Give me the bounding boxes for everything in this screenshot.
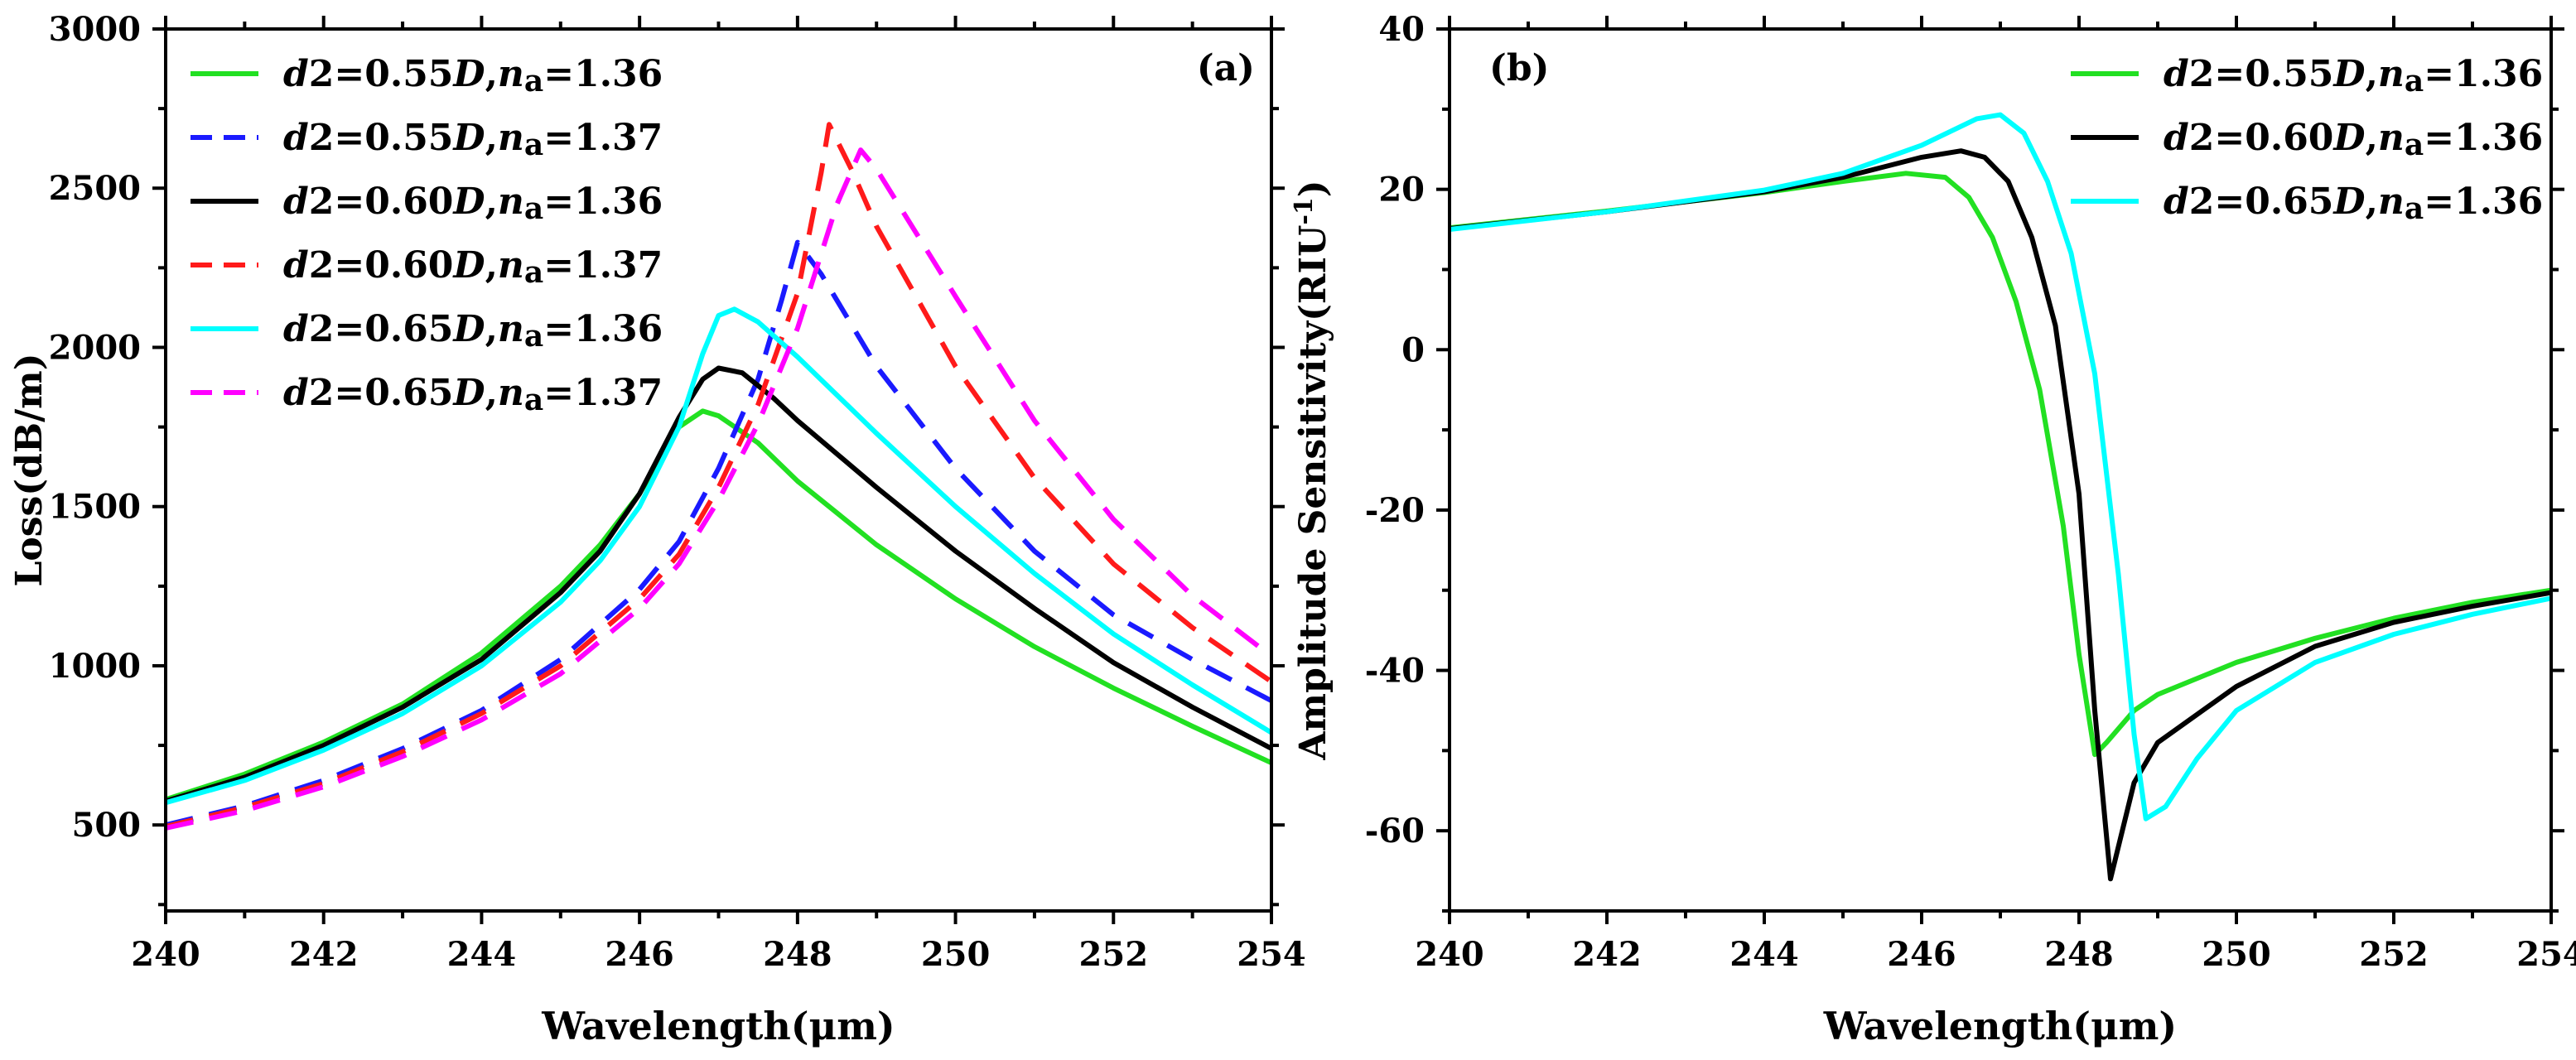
legend-entry: d2=0.65D,na=1.37 [283, 372, 663, 417]
series-line-1 [166, 408, 1271, 802]
x-tick-label: 240 [1415, 935, 1484, 974]
x-axis-label: Wavelength(μm) [541, 1004, 895, 1048]
x-tick-label: 244 [447, 935, 517, 974]
panel-label: (b) [1489, 47, 1549, 89]
series-line-6 [166, 147, 1271, 831]
y-tick-label: 1500 [49, 488, 141, 527]
x-tick-label: 254 [1237, 935, 1306, 974]
y-tick-label: 500 [72, 806, 142, 845]
y-tick-label: 40 [1378, 10, 1425, 49]
x-tick-label: 242 [1572, 935, 1642, 974]
x-axis-label: Wavelength(μm) [1823, 1004, 2177, 1048]
legend-entry: d2=0.60D,na=1.36 [283, 181, 663, 226]
x-tick-label: 248 [763, 935, 832, 974]
y-tick-label: 20 [1378, 171, 1425, 210]
y-tick-label: 3000 [49, 10, 141, 49]
x-tick-label: 252 [2359, 935, 2429, 974]
y-tick-label: 2000 [49, 328, 141, 367]
series-line-2 [1450, 148, 2551, 882]
x-tick-label: 244 [1729, 935, 1799, 974]
x-tick-label: 246 [605, 935, 674, 974]
panel-label: (a) [1197, 47, 1255, 89]
series-line-5 [166, 306, 1271, 806]
legend-entry: d2=0.60D,na=1.37 [283, 244, 663, 290]
legend-entry: d2=0.55D,na=1.37 [283, 117, 663, 162]
legend-entry: d2=0.65D,na=1.36 [2164, 181, 2543, 226]
y-tick-label: 1000 [49, 647, 141, 686]
x-tick-label: 240 [131, 935, 200, 974]
x-tick-label: 242 [289, 935, 359, 974]
y-tick-label: 2500 [49, 169, 141, 208]
legend-entry: d2=0.55D,na=1.36 [283, 53, 663, 99]
x-tick-label: 252 [1079, 935, 1149, 974]
legend-entry: d2=0.65D,na=1.36 [283, 308, 663, 354]
y-axis-label: Loss(dB/m) [8, 353, 51, 586]
panel-a: 240 242 244 246 248 250 252 254 500 1000 1500 2000 2… [8, 10, 1306, 1048]
series-line-4 [166, 122, 1271, 830]
series-line-2 [166, 239, 1271, 828]
series-line-3 [166, 365, 1271, 804]
y-axis-label: Amplitude Sensitivity(RIU-1) [1290, 180, 1334, 760]
legend-entry: d2=0.55D,na=1.36 [2164, 53, 2543, 99]
series-line-3 [1450, 112, 2551, 822]
x-tick-label: 254 [2516, 935, 2576, 974]
y-tick-label: -60 [1365, 812, 1425, 850]
x-tick-label: 248 [2044, 935, 2114, 974]
x-tick-label: 246 [1887, 935, 1956, 974]
x-tick-label: 250 [2202, 935, 2271, 974]
series-line-1 [1450, 171, 2551, 758]
x-tick-label: 250 [921, 935, 991, 974]
plot-frame [1448, 27, 2553, 913]
y-tick-label: 0 [1401, 330, 1425, 369]
panel-b: 240 242 244 246 248 250 252 254 -60 -40 -20 0 20 40 Wa… [1290, 10, 2576, 1048]
y-tick-label: -20 [1365, 491, 1425, 530]
y-tick-label: -40 [1365, 652, 1425, 691]
legend-entry: d2=0.60D,na=1.36 [2164, 117, 2543, 162]
